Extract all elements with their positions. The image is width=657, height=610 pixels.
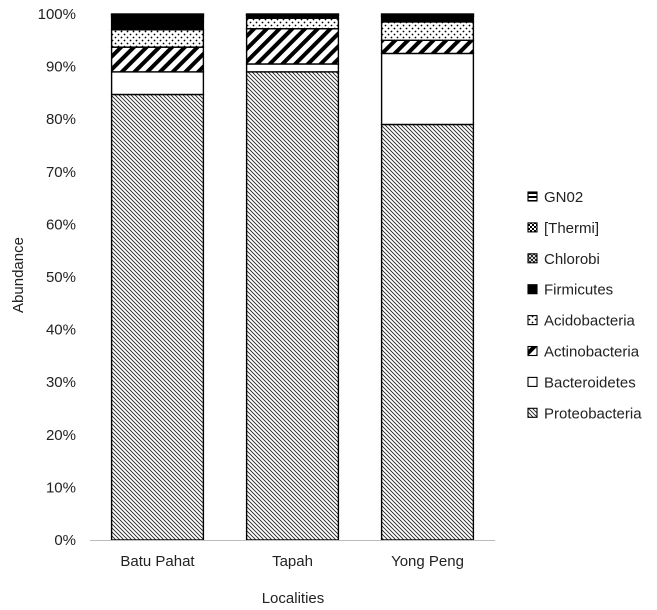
bar-segment	[380, 13, 475, 16]
bar-segment	[380, 15, 475, 23]
legend-label: Bacteroidetes	[544, 374, 636, 391]
bar-segment	[110, 15, 205, 31]
legend: GN02 [Thermi] Chlorobi Firmicutes Acidobacte…	[527, 189, 642, 422]
y-tick-label: 10%	[46, 479, 76, 496]
legend-label: Firmicutes	[544, 282, 613, 299]
y-tick-label: 60%	[46, 216, 76, 233]
bar-segment	[380, 123, 475, 541]
x-tick-label: Tapah	[272, 553, 313, 570]
y-tick-label: 70%	[46, 164, 76, 181]
legend-swatch	[527, 284, 538, 295]
legend-swatch	[527, 315, 538, 326]
y-tick-label: 50%	[46, 269, 76, 286]
bar-segment	[245, 28, 340, 65]
legend-label: Proteobacteria	[544, 405, 642, 422]
bar-segment	[380, 52, 475, 126]
x-tick-label: Yong Peng	[391, 553, 464, 570]
x-axis: Batu Pahat Tapah Yong Peng	[120, 553, 464, 570]
bars-group	[110, 13, 475, 541]
bar-segment	[245, 17, 340, 30]
legend-swatch	[527, 253, 538, 264]
bar-segment	[110, 46, 205, 73]
bar-segment	[110, 93, 205, 541]
y-tick-label: 40%	[46, 322, 76, 339]
x-axis-title: Localities	[262, 590, 325, 607]
legend-swatch	[527, 191, 538, 202]
y-tick-label: 0%	[54, 532, 76, 549]
bar-segment	[380, 21, 475, 41]
legend-swatch	[527, 222, 538, 233]
legend-label: Chlorobi	[544, 251, 600, 268]
legend-swatch	[527, 345, 538, 357]
legend-label: [Thermi]	[544, 220, 599, 237]
legend-label: Actinobacteria	[544, 344, 640, 361]
legend-label: GN02	[544, 189, 583, 206]
y-tick-label: 100%	[38, 6, 76, 23]
bar-segment	[245, 13, 340, 16]
legend-label: Acidobacteria	[544, 313, 636, 330]
bar-segment	[245, 71, 340, 541]
legend-swatch	[527, 376, 538, 387]
y-axis-title: Abundance	[10, 237, 27, 313]
y-tick-label: 30%	[46, 374, 76, 391]
y-axis: 0% 10% 20% 30% 40% 50% 60% 70% 80% 90% 100%	[38, 6, 76, 549]
y-tick-label: 80%	[46, 111, 76, 128]
y-tick-label: 20%	[46, 427, 76, 444]
legend-swatch	[527, 407, 538, 418]
bar-segment	[380, 39, 475, 55]
bar-segment	[110, 71, 205, 96]
bar-segment	[110, 13, 205, 16]
bar-segment	[110, 29, 205, 48]
x-tick-label: Batu Pahat	[120, 553, 195, 570]
bar-segment	[245, 63, 340, 73]
y-tick-label: 90%	[46, 59, 76, 76]
